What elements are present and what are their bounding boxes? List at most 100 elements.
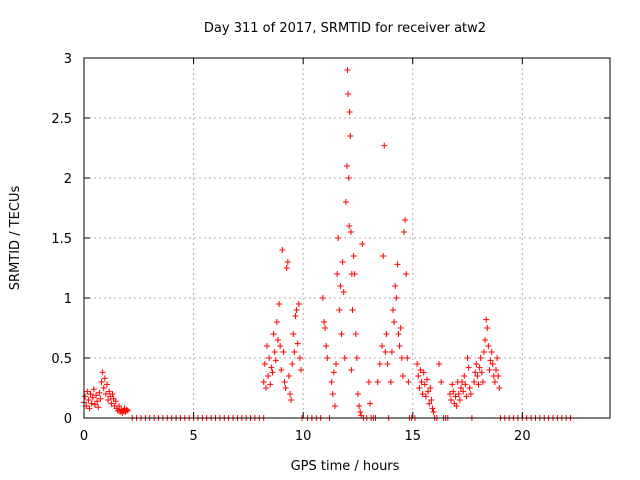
data-point: [84, 388, 91, 395]
data-point: [376, 361, 383, 367]
data-point: [89, 394, 96, 401]
data-point: [338, 331, 345, 337]
data-point: [96, 389, 103, 396]
data-point: [105, 397, 112, 403]
data-point: [423, 376, 430, 383]
y-tick-label: 1: [64, 292, 72, 307]
data-point: [394, 261, 401, 268]
data-point: [488, 349, 495, 355]
data-point: [265, 373, 272, 379]
data-point: [90, 386, 97, 393]
data-point: [486, 367, 493, 373]
data-points: [81, 67, 574, 421]
data-point: [477, 355, 484, 361]
data-point: [489, 361, 496, 367]
data-point: [292, 313, 299, 319]
data-point: [494, 355, 501, 361]
data-point: [295, 301, 302, 307]
data-point: [94, 398, 101, 405]
x-tick-label: 0: [80, 429, 88, 444]
data-point: [100, 385, 107, 391]
data-point: [430, 409, 437, 415]
data-point: [422, 393, 429, 400]
data-point: [379, 343, 386, 349]
y-tick-label: 3: [64, 52, 72, 67]
data-point: [353, 355, 360, 361]
data-point: [333, 361, 340, 367]
data-point: [427, 385, 434, 391]
data-point: [336, 307, 343, 313]
data-point: [396, 343, 403, 349]
data-point: [278, 367, 285, 373]
data-point: [124, 407, 131, 414]
data-point: [493, 367, 500, 373]
data-point: [480, 349, 487, 355]
data-point: [418, 379, 425, 385]
data-point: [421, 381, 428, 388]
data-point: [334, 271, 341, 277]
data-point: [88, 400, 95, 407]
data-point: [280, 349, 287, 355]
data-point: [95, 404, 102, 411]
data-point: [367, 400, 374, 407]
data-point: [271, 349, 278, 355]
data-point: [273, 319, 280, 325]
data-point: [471, 379, 478, 385]
data-point: [414, 361, 421, 367]
data-point: [289, 361, 296, 367]
data-point: [324, 355, 331, 361]
axis-ticks: 0 5 10 15 20 0 0.5 1 1.5 2 2.5 3: [51, 52, 610, 444]
data-point: [450, 388, 457, 395]
data-point: [381, 142, 388, 149]
data-point: [380, 253, 387, 259]
y-tick-label: 2: [64, 172, 72, 187]
y-tick-label: 0.5: [51, 352, 72, 367]
data-point: [425, 388, 432, 395]
data-point: [279, 247, 286, 253]
data-point: [475, 381, 482, 388]
data-point: [345, 91, 352, 97]
data-point: [448, 397, 455, 403]
data-point: [290, 331, 297, 337]
data-point: [463, 393, 470, 400]
data-point: [330, 369, 337, 376]
data-point: [459, 379, 466, 385]
data-point: [456, 397, 463, 403]
data-point: [339, 259, 346, 265]
data-point: [331, 403, 338, 409]
data-point: [491, 379, 498, 385]
x-tick-label: 15: [404, 429, 421, 444]
data-point: [337, 283, 344, 289]
data-point: [495, 373, 502, 379]
data-point: [297, 367, 304, 373]
data-point: [403, 271, 410, 277]
data-point: [87, 391, 94, 397]
data-point: [393, 295, 400, 301]
y-axis-label: SRMTID / TECUs: [8, 186, 23, 291]
x-tick-label: 20: [514, 429, 531, 444]
data-point: [352, 331, 359, 337]
data-point: [457, 385, 464, 391]
data-point: [351, 271, 358, 277]
data-point: [455, 391, 462, 397]
data-point: [417, 367, 424, 373]
data-point: [340, 289, 347, 295]
data-point: [104, 381, 111, 388]
data-point: [447, 391, 454, 397]
data-point: [473, 361, 480, 367]
data-point: [464, 355, 471, 361]
data-point: [329, 391, 336, 397]
data-point: [85, 397, 92, 403]
data-point: [261, 361, 268, 367]
data-point: [397, 325, 404, 331]
data-point: [365, 379, 372, 385]
data-point: [319, 295, 326, 301]
data-point: [357, 409, 364, 415]
data-point: [402, 217, 409, 223]
data-point: [123, 406, 130, 413]
data-point: [93, 392, 100, 399]
data-point: [485, 343, 492, 349]
data-point: [419, 391, 426, 397]
data-point: [291, 349, 298, 355]
y-tick-label: 0: [64, 412, 72, 427]
